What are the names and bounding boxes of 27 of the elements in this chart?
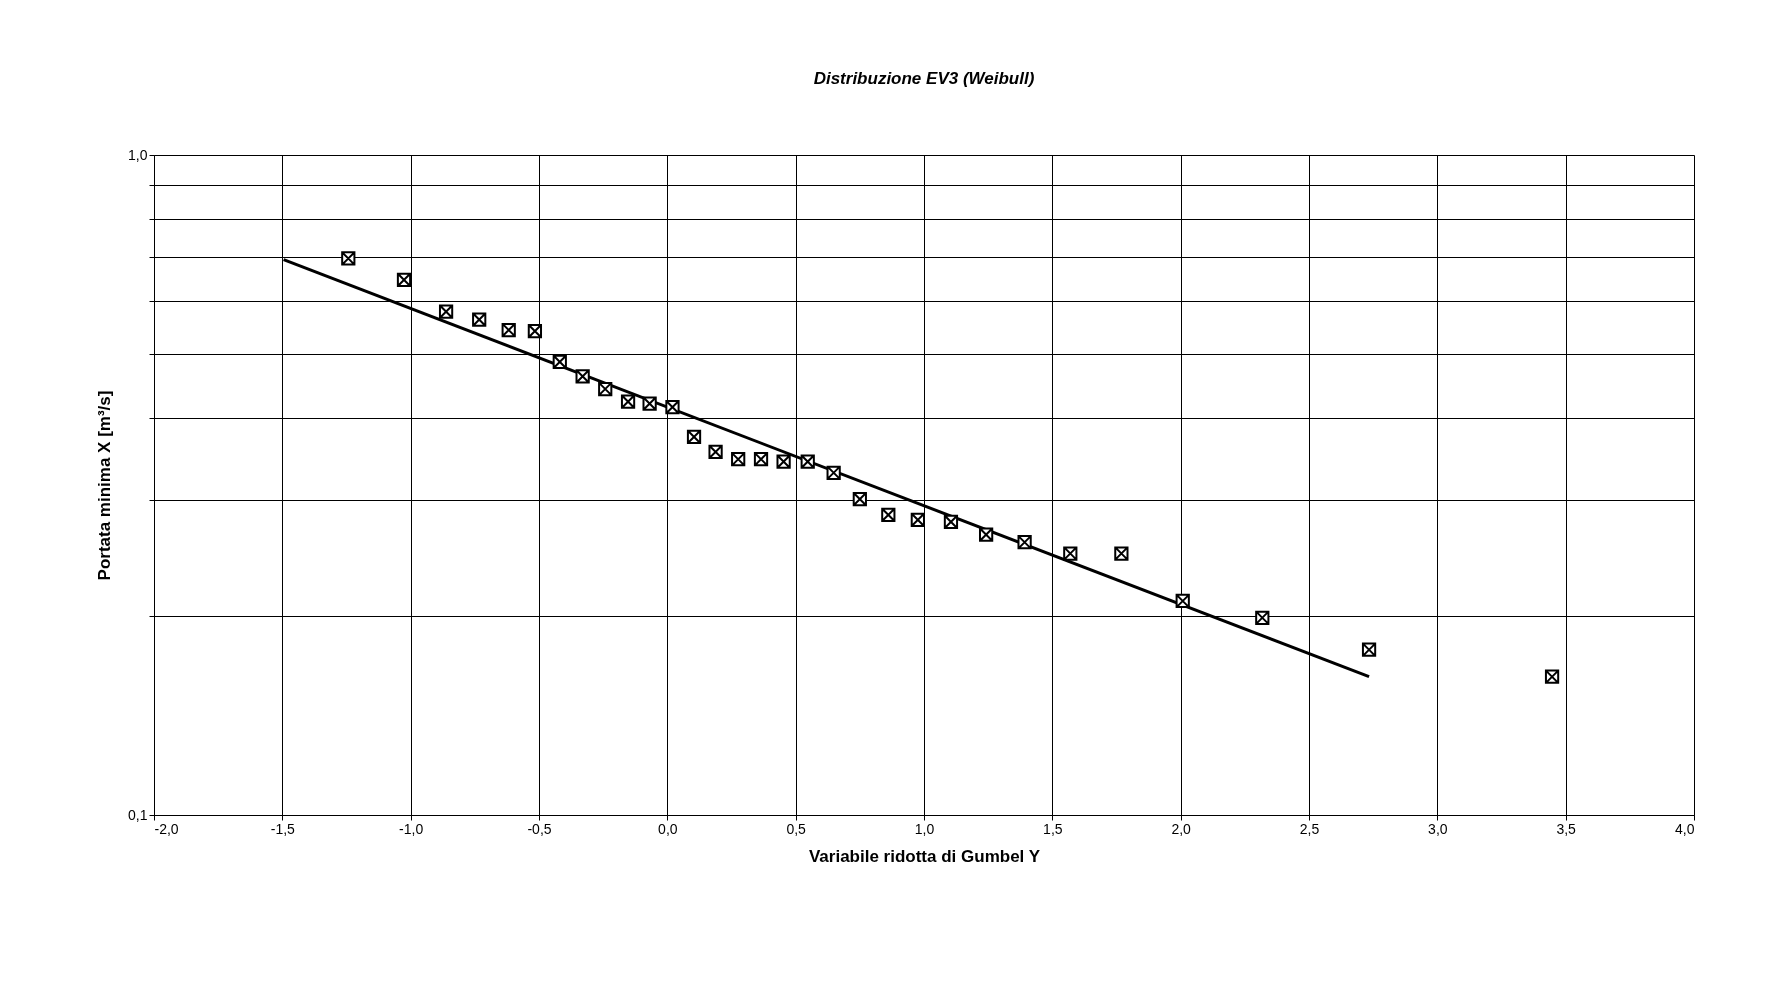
x-tick-label: 0,0 (658, 820, 678, 837)
x-tick-label: 2,0 (1171, 820, 1192, 837)
point (620, 394, 636, 409)
x-tick-label: -1,5 (270, 820, 296, 837)
point (1114, 546, 1129, 561)
x-tick-label: -0,5 (527, 820, 552, 837)
x-tick-label: 3,5 (1556, 820, 1577, 837)
x-tick-label: -2,0 (154, 820, 179, 837)
point (1063, 546, 1078, 561)
point (665, 399, 680, 415)
x-axis-title: Variabile ridotta di Gumbel Y (808, 846, 1041, 866)
x-tick-label: 1,5 (1043, 820, 1063, 837)
x-tick-label: -1,0 (399, 820, 424, 837)
point (1017, 535, 1032, 550)
chart-title: Distribuzione EV3 (Weibull) (813, 69, 1035, 88)
point (776, 454, 791, 469)
x-tick-label: 2,5 (1299, 820, 1320, 837)
point (642, 396, 657, 411)
x-tick-label: 3,0 (1428, 820, 1448, 837)
point (708, 444, 723, 459)
x-tick-label: 1,0 (914, 820, 935, 837)
x-tick-label: 0,5 (786, 820, 807, 837)
x-tick-label: 4,0 (1675, 820, 1695, 837)
point (978, 527, 994, 542)
y-tick-label: 0,1 (128, 806, 148, 823)
y-axis-title: Portata minima X [m³/s] (95, 390, 115, 581)
point (341, 251, 356, 266)
